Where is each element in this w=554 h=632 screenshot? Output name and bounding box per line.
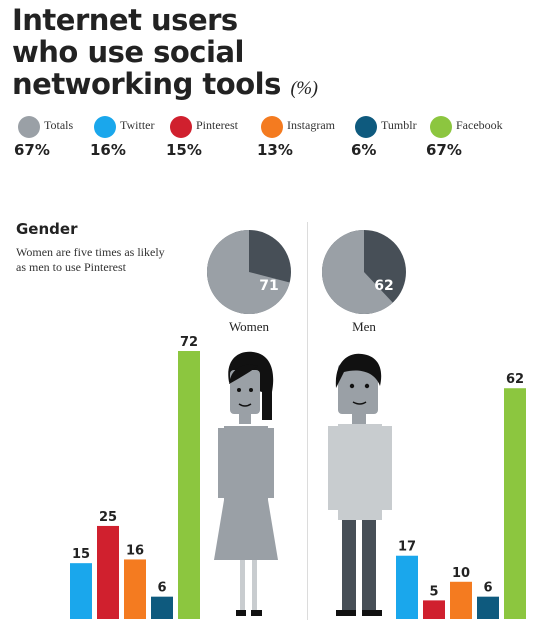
pie-slice-men [321,230,393,314]
woman-figure-icon [214,351,278,616]
legend-swatch-totals [18,116,40,138]
legend: Totals 67% Twitter 16% Pinterest 15% Ins… [0,112,554,172]
bar-men-pinterest [423,600,445,619]
title-line-1: Internet users [12,3,238,37]
legend-value-facebook: 67% [426,141,462,159]
legend-label-instagram: Instagram [287,118,335,132]
man-figure-icon [328,353,392,616]
bar-men-tumblr [477,596,499,619]
legend-label-pinterest: Pinterest [196,118,238,132]
legend-swatch-instagram [261,116,283,138]
legend-label-totals: Totals [44,118,74,132]
bar-men-facebook [504,388,526,619]
legend-value-twitter: 16% [90,141,126,159]
legend-swatch-tumblr [355,116,377,138]
bar-label-men-facebook: 62 [506,372,524,387]
pie-value-women: 71 [259,278,278,294]
bar-label-women-pinterest: 25 [99,510,117,525]
title-line-2: who use social [12,35,244,69]
pie-value-men: 62 [374,278,393,294]
bar-women-tumblr [151,596,173,619]
bar-label-men-twitter: 17 [398,540,416,555]
legend-value-pinterest: 15% [166,141,202,159]
bar-women-facebook [178,351,200,619]
bar-label-men-tumblr: 6 [483,581,492,596]
bar-label-men-pinterest: 5 [429,584,438,599]
chart-title: Internet users who use social networking… [12,4,432,105]
legend-label-twitter: Twitter [120,118,155,132]
title-line-3-text: networking tools [12,67,281,101]
section-title: Gender [16,220,78,238]
bar-women-pinterest [97,525,119,619]
legend-swatch-facebook [430,116,452,138]
legend-value-instagram: 13% [257,141,293,159]
pie-label-men: Men [352,319,376,334]
bar-women-twitter [70,563,92,619]
legend-value-totals: 67% [14,141,50,159]
bar-label-women-twitter: 15 [72,547,90,562]
bar-label-men-instagram: 10 [452,566,470,581]
pie-slice-women [206,230,290,315]
bar-men-instagram [450,581,472,619]
bar-label-women-instagram: 16 [126,543,144,558]
bar-label-women-tumblr: 6 [157,581,166,596]
bar-men-twitter [396,555,418,619]
section-note: Women are five times as likely as men to… [16,245,165,274]
legend-swatch-twitter [94,116,116,138]
legend-value-tumblr: 6% [351,141,377,159]
bar-label-women-facebook: 72 [180,335,198,350]
divider [307,222,308,620]
legend-label-facebook: Facebook [456,118,503,132]
title-unit: (%) [290,78,318,99]
legend-swatch-pinterest [170,116,192,138]
pie-label-women: Women [229,319,270,334]
bar-women-instagram [124,559,146,619]
title-line-3: networking tools (%) [12,68,432,105]
legend-label-tumblr: Tumblr [381,118,417,132]
